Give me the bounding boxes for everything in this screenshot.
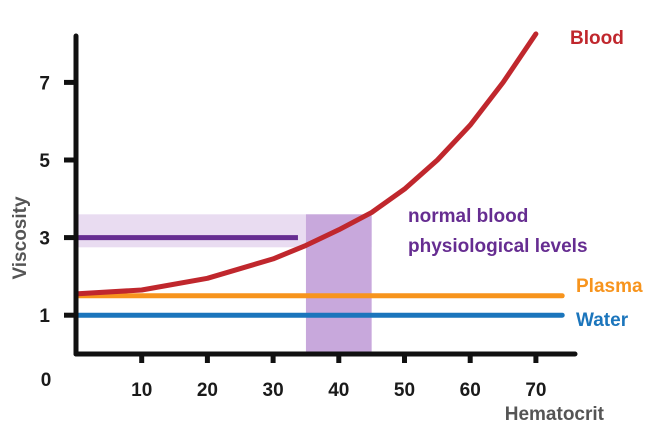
annotation-label-line: normal blood [408, 206, 528, 227]
series-line-blood [73, 31, 539, 297]
origin-label: 0 [41, 370, 52, 391]
series-label-blood: Blood [570, 28, 624, 49]
x-tick-label: 20 [197, 380, 218, 401]
y-tick-label: 1 [39, 306, 50, 327]
y-tick-label: 3 [39, 229, 50, 250]
x-tick-label: 40 [328, 380, 349, 401]
x-tick-label: 30 [263, 380, 284, 401]
y-tick-label: 7 [39, 73, 50, 94]
x-axis-title: Hematocrit [505, 404, 605, 425]
annotation-label: normal blood physiological levels [408, 206, 588, 257]
y-axis-title: Viscosity [10, 196, 31, 280]
axes [73, 33, 578, 357]
x-tick-label: 70 [525, 380, 546, 401]
y-tick-label: 5 [39, 151, 50, 172]
x-tick-label: 10 [131, 380, 152, 401]
x-tick-label: 50 [394, 380, 415, 401]
ticks: 1 3 5 7 10 20 30 40 50 60 70 0 [39, 73, 546, 401]
x-tick-label: 60 [460, 380, 481, 401]
series-lines [73, 31, 565, 318]
labels: normal blood physiological levels Plasma Wa… [10, 28, 643, 425]
normal-range-vertical-band [305, 214, 372, 354]
series-label-water: Water [576, 310, 629, 331]
series-label-plasma: Plasma [576, 276, 643, 297]
annotation-label-line: physiological levels [408, 236, 588, 257]
